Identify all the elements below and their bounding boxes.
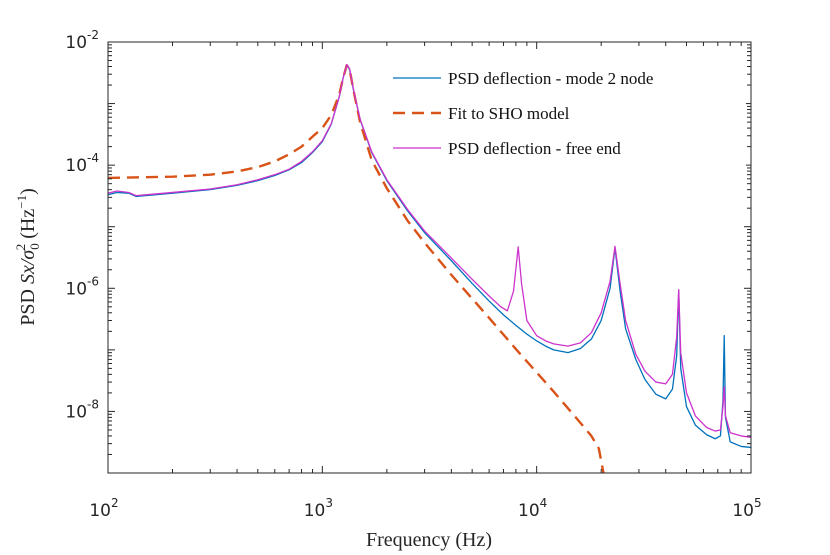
y-axis-label-sub: 0: [27, 243, 42, 250]
y-axis-label-prefix: PSD: [17, 284, 39, 326]
x-tick-label: 102: [89, 496, 118, 521]
y-tick-label: 10-6: [65, 274, 99, 299]
y-axis-label-sup: 2: [13, 244, 28, 251]
y-tick-label: 10-8: [65, 397, 99, 422]
x-axis-label: Frequency (Hz): [366, 529, 492, 551]
legend-label-mode2: PSD deflection - mode 2 node: [448, 69, 653, 88]
y-tick-base: 10: [65, 33, 87, 53]
y-axis-label-group: PSD Sx/σ02 (Hz−1): [13, 188, 42, 326]
legend: PSD deflection - mode 2 node Fit to SHO …: [384, 56, 746, 166]
y-axis-label-unit-open: (Hz: [17, 209, 39, 244]
legend-label-fit: Fit to SHO model: [448, 104, 570, 123]
y-tick-label: 10-4: [65, 151, 99, 176]
y-axis-label-unit-close: ): [17, 188, 39, 195]
y-tick-label: 10-2: [65, 28, 99, 53]
y-tick-exponent: -8: [87, 397, 99, 411]
legend-label-free-end: PSD deflection - free end: [448, 139, 621, 158]
x-tick-exponent: 2: [111, 496, 119, 510]
y-axis-label-math: Sx/σ: [17, 249, 39, 284]
legend-box: [384, 56, 746, 166]
y-tick-base: 10: [65, 279, 87, 299]
x-tick-label: 105: [732, 496, 761, 521]
x-tick-label: 104: [518, 496, 547, 521]
y-tick-exponent: -4: [87, 151, 99, 165]
series-layer: [108, 63, 751, 473]
tick-layer: [107, 42, 751, 474]
x-tick-exponent: 5: [754, 496, 762, 510]
x-tick-base: 10: [732, 501, 754, 521]
y-axis-label: PSD Sx/σ02 (Hz−1): [13, 188, 42, 326]
y-tick-base: 10: [65, 402, 87, 422]
series-line-free-end: [108, 63, 751, 438]
y-tick-base: 10: [65, 156, 87, 176]
x-tick-base: 10: [304, 501, 326, 521]
y-axis-label-unit-sup: −1: [14, 195, 29, 209]
x-tick-base: 10: [89, 501, 111, 521]
axes-box: [107, 41, 752, 474]
y-tick-exponent: -6: [87, 274, 99, 288]
x-tick-label: 103: [304, 496, 333, 521]
x-tick-exponent: 3: [325, 496, 333, 510]
x-tick-base: 10: [518, 501, 540, 521]
y-tick-exponent: -2: [87, 28, 99, 42]
x-tick-exponent: 4: [540, 496, 548, 510]
